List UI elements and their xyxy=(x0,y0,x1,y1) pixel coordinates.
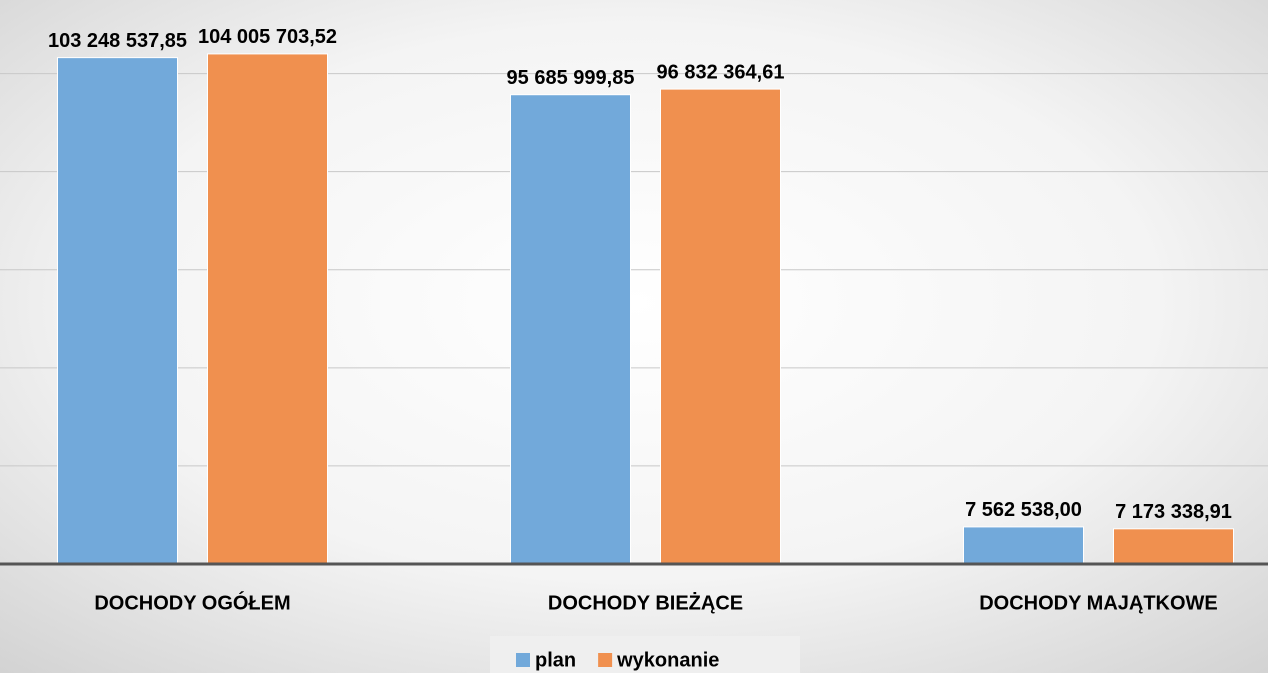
legend-swatch xyxy=(598,653,613,667)
data-label: 95 685 999,85 xyxy=(507,67,635,89)
legend-box xyxy=(490,636,800,673)
bar xyxy=(57,57,178,565)
x-tick-label: DOCHODY OGÓŁEM xyxy=(94,590,290,614)
bar xyxy=(1113,528,1234,565)
x-tick-label: DOCHODY MAJĄTKOWE xyxy=(979,592,1218,614)
data-label: 96 832 364,61 xyxy=(657,61,785,83)
legend-swatch xyxy=(516,653,530,667)
bar xyxy=(963,526,1084,565)
data-label: 103 248 537,85 xyxy=(48,30,187,52)
bar xyxy=(207,53,328,565)
data-label: 104 005 703,52 xyxy=(198,26,337,48)
legend-label: plan xyxy=(535,649,576,671)
data-label: 7 173 338,91 xyxy=(1115,501,1232,523)
bar xyxy=(510,94,631,565)
legend-label: wykonanie xyxy=(616,649,719,671)
bar xyxy=(660,88,781,565)
data-label: 7 562 538,00 xyxy=(965,499,1082,521)
x-tick-label: DOCHODY BIEŻĄCE xyxy=(548,591,743,614)
